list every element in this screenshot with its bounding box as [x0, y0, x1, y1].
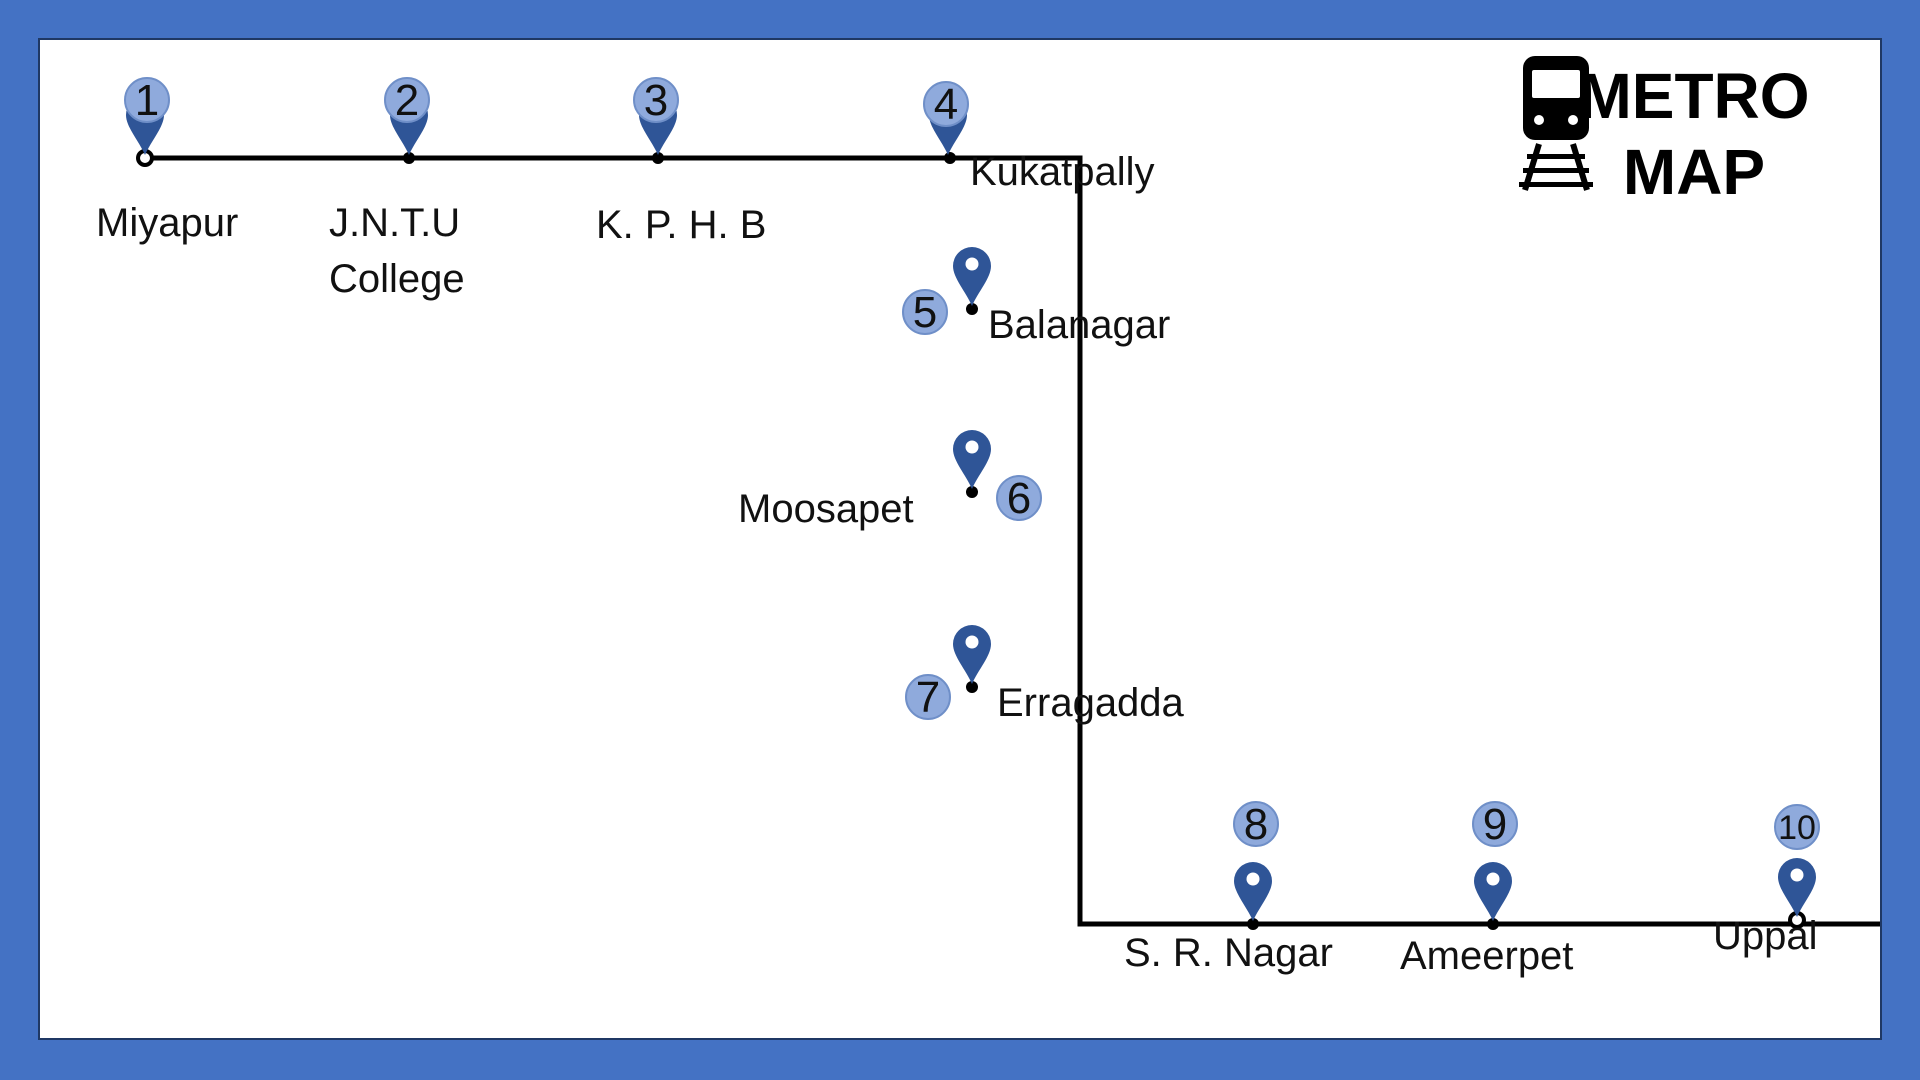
station-label-kukatpally: Kukatpally	[970, 150, 1155, 194]
svg-text:10: 10	[1778, 809, 1816, 847]
station-number-badge: 10	[1774, 804, 1820, 850]
station-label-balanagar: Balanagar	[988, 303, 1170, 347]
svg-text:4: 4	[934, 80, 958, 129]
station-label-jntu-line1: J.N.T.U	[329, 201, 460, 245]
station-label-uppal: Uppal	[1713, 914, 1818, 958]
svg-text:7: 7	[916, 673, 940, 722]
pin-icon[interactable]	[953, 247, 991, 306]
station-dot-jntu	[403, 152, 415, 164]
station-number-badge: 9	[1472, 800, 1518, 849]
station-label-miyapur: Miyapur	[96, 201, 238, 245]
svg-text:1: 1	[135, 76, 159, 125]
pin-icon[interactable]	[953, 430, 991, 489]
map-title-line2: MAP	[1623, 136, 1765, 208]
station-number-badge: 6	[996, 474, 1042, 523]
station-label-moosapet: Moosapet	[738, 487, 914, 531]
svg-text:8: 8	[1244, 800, 1268, 849]
station-dot-erragadda	[966, 681, 978, 693]
station-label-kphb: K. P. H. B	[596, 203, 766, 247]
map-title-line1: METRO	[1578, 60, 1809, 132]
station-number-badge: 2	[384, 76, 430, 125]
station-dot-srnagar	[1247, 918, 1259, 930]
svg-text:9: 9	[1483, 800, 1507, 849]
station-number-badge: 7	[905, 673, 951, 722]
svg-text:5: 5	[913, 288, 937, 337]
metro-map: 1 2 3 4 5 6 7 8	[96, 56, 1880, 978]
train-icon	[1519, 56, 1593, 191]
station-number-badge: 8	[1233, 800, 1279, 849]
pin-icon[interactable]	[1234, 862, 1272, 921]
pin-icon[interactable]	[953, 625, 991, 684]
pin-icon[interactable]	[1778, 858, 1816, 917]
station-number-badge: 4	[923, 80, 969, 129]
station-label-srnagar: S. R. Nagar	[1124, 931, 1333, 975]
station-dot-kphb	[652, 152, 664, 164]
station-dot-ameerpet	[1487, 918, 1499, 930]
station-dot-moosapet	[966, 486, 978, 498]
svg-text:6: 6	[1007, 474, 1031, 523]
svg-text:2: 2	[395, 76, 419, 125]
station-number-badge: 1	[124, 76, 170, 125]
station-label-ameerpet: Ameerpet	[1400, 934, 1573, 978]
station-label-erragadda: Erragadda	[997, 681, 1185, 725]
station-label-jntu-line2: College	[329, 257, 465, 301]
station-dot-balanagar	[966, 303, 978, 315]
pin-icon[interactable]	[1474, 862, 1512, 921]
station-number-badge: 5	[902, 288, 948, 337]
svg-text:3: 3	[644, 76, 668, 125]
map-frame: 1 2 3 4 5 6 7 8	[38, 38, 1882, 1040]
station-number-badge: 3	[633, 76, 679, 125]
station-dot-kukatpally	[944, 152, 956, 164]
